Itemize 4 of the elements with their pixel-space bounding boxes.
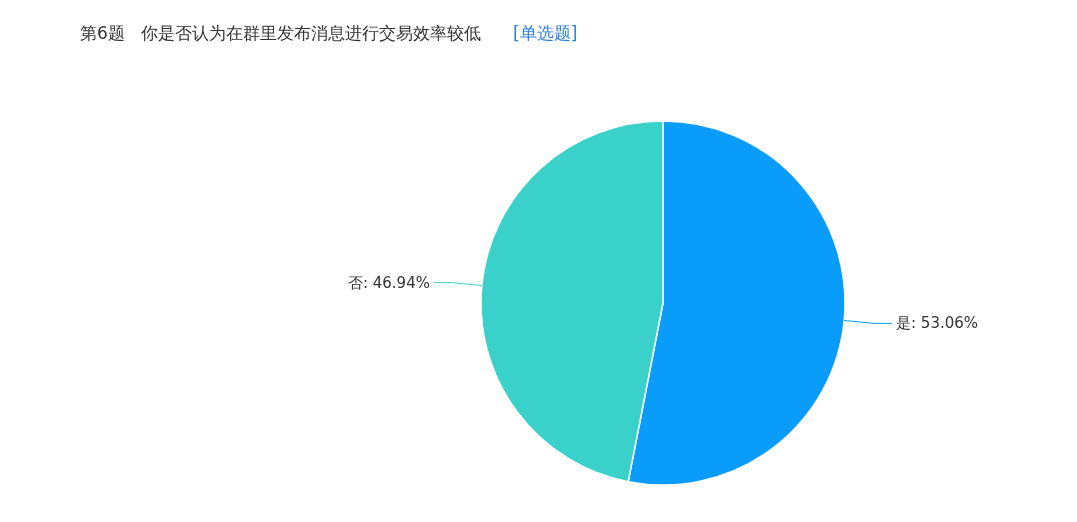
chart-title: 第6题 你是否认为在群里发布消息进行交易效率较低 bbox=[80, 23, 482, 43]
chart-subtitle: [单选题] bbox=[513, 23, 578, 43]
slice-label: 否: 46.94% bbox=[347, 273, 430, 292]
slice-label: 是: 53.06% bbox=[896, 314, 979, 333]
